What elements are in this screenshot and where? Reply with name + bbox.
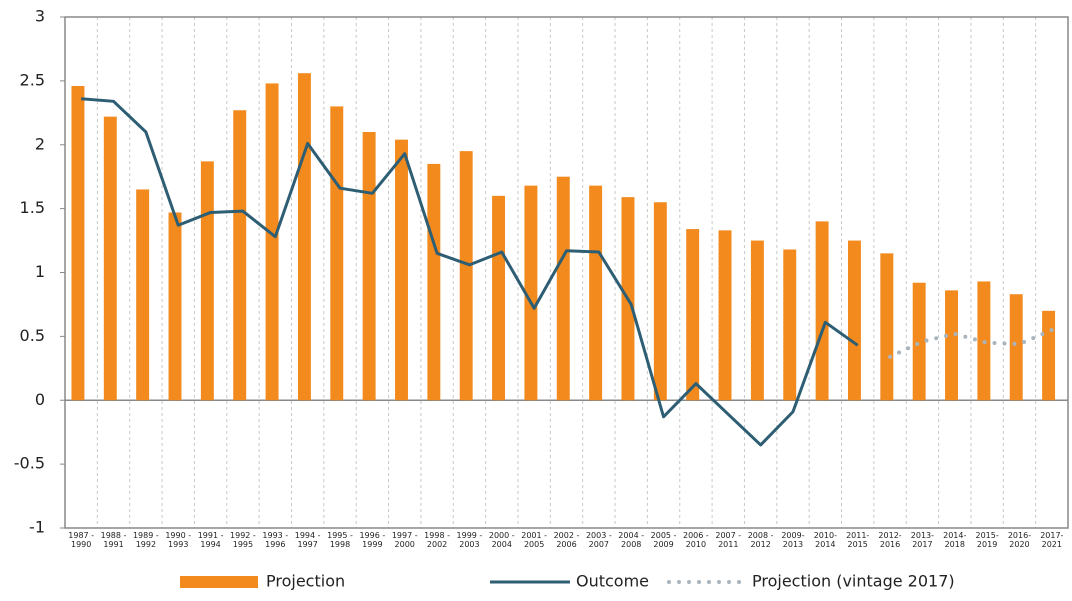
x-tick-label: 2014- 2018 <box>943 531 967 549</box>
bar <box>427 163 441 401</box>
bar <box>395 139 408 401</box>
bar <box>1042 310 1056 401</box>
x-tick-label: 2009- 2013 <box>781 531 805 549</box>
x-tick-label: 2017- 2021 <box>1040 531 1064 549</box>
bar <box>459 151 473 401</box>
bar <box>1009 294 1023 401</box>
bar <box>783 249 797 401</box>
legend-label: Outcome <box>576 572 649 591</box>
y-tick-label: 0 <box>35 390 45 409</box>
x-tick-label: 1998 - 2002 <box>424 531 450 549</box>
x-tick-label: 2002 - 2006 <box>553 531 580 549</box>
x-tick-label: 2016- 2020 <box>1007 531 1032 549</box>
x-tick-label: 1996 - 1999 <box>359 531 386 549</box>
legend-label: Projection (vintage 2017) <box>752 572 955 591</box>
x-tick-label: 2012- 2016 <box>878 531 902 549</box>
x-tick-label: 1991 - 1994 <box>197 531 224 549</box>
bar <box>136 189 150 401</box>
bar <box>524 185 538 401</box>
x-tick-label: 1999 - 2003 <box>456 531 483 549</box>
x-tick-label: 1992 - 1995 <box>230 531 256 549</box>
x-tick-label: 1990 - 1993 <box>165 531 192 549</box>
x-tick-label: 2011- 2015 <box>846 531 870 549</box>
bar <box>653 202 667 401</box>
bar <box>880 253 894 401</box>
bar <box>200 161 214 401</box>
y-tick-label: 1.5 <box>20 198 45 217</box>
plot-frame <box>64 16 1069 529</box>
bar <box>556 176 570 401</box>
y-tick-label: -0.5 <box>14 454 45 473</box>
x-tick-label: 1995 - 1998 <box>327 531 353 549</box>
y-tick-label: 2.5 <box>20 70 45 89</box>
bar <box>945 290 958 401</box>
x-tick-label: 2015- 2019 <box>975 531 999 549</box>
bar <box>265 83 279 401</box>
bar <box>492 195 506 401</box>
x-tick-label: 2000 - 2004 <box>488 531 515 549</box>
bar <box>297 73 311 401</box>
bar <box>362 131 376 401</box>
bar <box>686 229 700 401</box>
x-tick-label: 2007 - 2011 <box>715 531 742 549</box>
bar <box>847 240 861 401</box>
x-tick-label: 1993 - 1996 <box>262 531 289 549</box>
y-tick-label: 2 <box>35 134 45 153</box>
bar <box>912 282 926 401</box>
x-tick-label: 1997 - 2000 <box>391 531 418 549</box>
line <box>888 327 1054 359</box>
bar <box>103 116 117 401</box>
bar <box>750 240 764 401</box>
x-tick-label: 2010- 2014 <box>813 531 837 549</box>
x-tick-label: 1988 - 1991 <box>100 531 127 549</box>
bar <box>233 110 247 401</box>
y-tick-label: 0.5 <box>20 326 45 345</box>
x-tick-label: 2006 - 2010 <box>683 531 709 549</box>
y-tick-label: -1 <box>29 518 45 537</box>
y-tick-label: 3 <box>35 7 45 26</box>
x-tick-label: 2003 - 2007 <box>585 531 612 549</box>
bar <box>718 230 732 401</box>
line <box>81 97 859 447</box>
legend-label: Projection <box>266 572 345 591</box>
y-tick-label: 1 <box>35 262 45 281</box>
x-tick-label: 2013- 2017 <box>910 531 935 549</box>
x-tick-label: 2001 - 2005 <box>521 531 548 549</box>
bar <box>168 212 182 401</box>
x-tick-label: 1994 - 1997 <box>294 531 321 549</box>
legend-swatch <box>180 576 258 588</box>
x-tick-label: 2004 - 2008 <box>618 531 645 549</box>
x-tick-label: 2008 - 2012 <box>747 531 774 549</box>
x-tick-label: 1987 - 1990 <box>68 531 95 549</box>
bar <box>815 221 829 401</box>
bar <box>71 85 85 401</box>
bar <box>330 106 344 401</box>
x-tick-label: 2005 - 2009 <box>650 531 677 549</box>
bar <box>589 185 603 401</box>
x-tick-label: 1989 - 1992 <box>132 531 159 549</box>
